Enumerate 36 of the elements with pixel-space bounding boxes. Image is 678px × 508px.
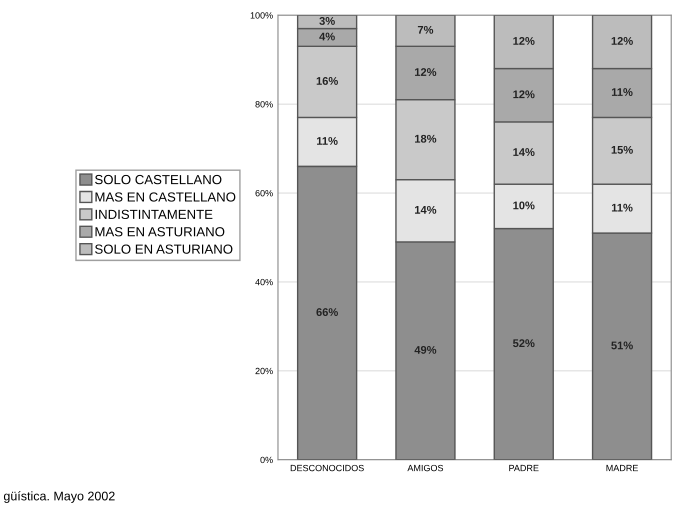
data-label: 12% [415, 68, 436, 76]
x-tick-label: MADRE [606, 464, 638, 472]
legend-label: MAS EN CASTELLANO [96, 192, 236, 202]
data-label: 12% [612, 37, 633, 45]
data-label: 52% [512, 339, 535, 348]
data-label: 14% [513, 148, 535, 156]
data-label: 18% [415, 134, 436, 143]
data-label: 10% [513, 201, 535, 210]
data-label: 16% [316, 77, 338, 85]
x-tick-label: AMIGOS [407, 464, 444, 472]
y-tick-label: 20% [256, 368, 273, 374]
text: güística. Mayo 2002 [4, 491, 115, 503]
legend-label: MAS EN ASTURIANO [96, 227, 224, 236]
legend-label: INDISTINTAMENTE [96, 210, 212, 220]
data-label: 4% [319, 32, 335, 40]
data-label: 12% [513, 37, 535, 45]
data-label: 11% [612, 88, 633, 96]
y-tick-label: 0% [260, 456, 273, 464]
legend-label: SOLO CASTELLANO [95, 174, 222, 184]
x-tick-label: PADRE [509, 464, 539, 472]
data-label: 11% [317, 137, 338, 145]
data-label: 11% [612, 204, 633, 212]
data-label: 49% [414, 346, 436, 354]
y-tick-label: 80% [255, 101, 273, 108]
data-label: 3% [319, 17, 335, 25]
legend-label: SOLO EN ASTURIANO [95, 244, 232, 254]
data-label: 66% [316, 308, 338, 316]
y-tick-label: 60% [256, 190, 273, 196]
data-label: 7% [418, 26, 434, 34]
x-tick-label: DESCONOCIDOS [290, 464, 364, 472]
data-label: 14% [415, 206, 436, 214]
y-tick-label: 100% [250, 12, 273, 19]
data-label: 15% [612, 146, 633, 154]
data-label: 12% [513, 90, 535, 98]
y-tick-label: 40% [255, 278, 273, 286]
data-label: 51% [611, 342, 633, 350]
